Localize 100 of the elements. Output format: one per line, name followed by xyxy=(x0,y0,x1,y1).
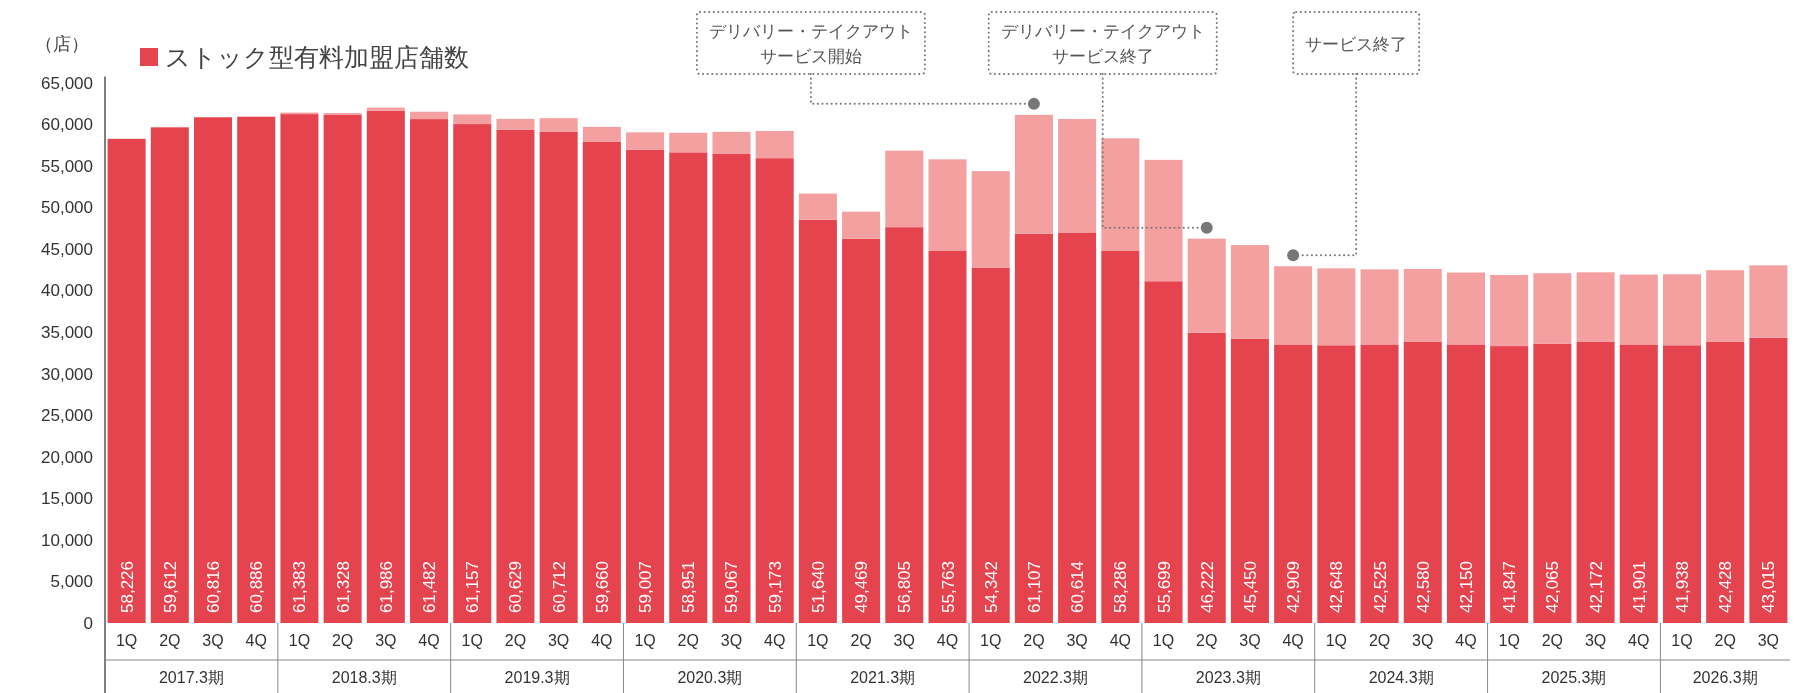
y-tick-label: 65,000 xyxy=(41,73,93,93)
total-label: 54,342 xyxy=(981,561,1001,613)
y-tick-label: 5,000 xyxy=(50,572,93,592)
callout: サービス終了 xyxy=(1287,11,1421,262)
x-tick-label: 4Q xyxy=(418,632,440,649)
text: 2022.3期 xyxy=(1023,669,1088,686)
total-label: 59,007 xyxy=(636,561,656,613)
y-tick-label: 35,000 xyxy=(41,322,93,342)
x-tick-label: 3Q xyxy=(893,632,915,649)
total-label: 42,580 xyxy=(1413,561,1433,613)
x-tick-label: 4Q xyxy=(936,632,959,649)
text: 2024.3期 xyxy=(1368,669,1434,686)
x-tick-label: 1Q xyxy=(1152,632,1175,649)
text: 2019.3期 xyxy=(504,669,570,686)
total-label: 42,428 xyxy=(1716,561,1736,613)
x-tick-label: 3Q xyxy=(1757,632,1780,649)
x-tick-label: 2Q xyxy=(159,632,181,649)
total-label: 55,763 xyxy=(938,561,958,613)
y-tick-label: 55,000 xyxy=(41,156,93,176)
y-tick-label: 45,000 xyxy=(41,239,93,259)
y-tick-label: 40,000 xyxy=(41,281,93,301)
total-label: 56,805 xyxy=(895,561,915,613)
x-tick-label: 4Q xyxy=(764,632,786,649)
x-tick-label: 1Q xyxy=(115,632,138,649)
total-label: 59,660 xyxy=(592,561,612,613)
total-label: 61,328 xyxy=(333,561,353,613)
total-label: 41,938 xyxy=(1672,561,1692,613)
x-tick-label: 2Q xyxy=(850,632,872,649)
x-tick-label: 3Q xyxy=(375,632,397,649)
x-tick-label: 3Q xyxy=(547,632,570,649)
x-tick-label: 1Q xyxy=(461,632,483,649)
total-label: 61,482 xyxy=(420,561,440,613)
total-label: 59,173 xyxy=(765,561,785,613)
x-tick-label: 2Q xyxy=(504,632,527,649)
x-tick-label: 1Q xyxy=(1671,632,1693,649)
total-label: 58,951 xyxy=(679,561,699,613)
total-label: 42,172 xyxy=(1586,561,1606,613)
x-tick-label: 4Q xyxy=(245,632,267,649)
x-tick-label: 1Q xyxy=(807,632,829,649)
x-tick-label: 2Q xyxy=(331,632,354,649)
x-tick-label: 2Q xyxy=(1023,632,1045,649)
total-label: 42,525 xyxy=(1370,561,1390,613)
x-tick-label: 1Q xyxy=(288,632,311,649)
total-label: 41,901 xyxy=(1629,561,1649,613)
x-tick-label: 1Q xyxy=(1498,632,1520,649)
y-tick-label: 15,000 xyxy=(41,489,93,509)
x-tick-label: 4Q xyxy=(1455,632,1477,649)
y-tick-label: 25,000 xyxy=(41,406,93,426)
total-label: 51,640 xyxy=(808,561,828,613)
x-tick-label: 3Q xyxy=(1584,632,1607,649)
text: 2026.3期 xyxy=(1692,669,1758,686)
x-tick-label: 1Q xyxy=(634,632,656,649)
total-label: 43,015 xyxy=(1759,561,1779,613)
callout: デリバリー・テイクアウトサービス終了 xyxy=(987,11,1218,234)
x-tick-label: 2Q xyxy=(1196,632,1218,649)
x-tick-label: 4Q xyxy=(1282,632,1304,649)
x-tick-label: 3Q xyxy=(1239,632,1261,649)
total-label: 45,450 xyxy=(1240,561,1260,613)
x-tick-label: 3Q xyxy=(202,632,224,649)
y-tick-label: 10,000 xyxy=(41,530,93,550)
total-label: 61,383 xyxy=(290,561,310,613)
y-tick-label: 0 xyxy=(83,614,93,633)
x-tick-label: 1Q xyxy=(1325,632,1348,649)
text: 2017.3期 xyxy=(158,669,224,686)
total-label: 49,469 xyxy=(852,561,872,613)
total-label: 58,226 xyxy=(117,561,137,613)
x-tick-label: 2Q xyxy=(1541,632,1564,649)
y-axis-title: （店） xyxy=(35,34,89,54)
x-tick-label: 2Q xyxy=(1368,632,1391,649)
text: 2021.3期 xyxy=(850,669,916,686)
total-label: 60,712 xyxy=(549,561,569,613)
total-label: 41,847 xyxy=(1500,561,1520,613)
total-label: 59,612 xyxy=(160,561,180,613)
total-label: 42,065 xyxy=(1543,561,1563,613)
total-label: 61,107 xyxy=(1024,561,1044,613)
total-label: 46,222 xyxy=(1197,561,1217,613)
x-tick-label: 3Q xyxy=(1412,632,1434,649)
y-tick-label: 20,000 xyxy=(41,447,93,467)
total-label: 61,157 xyxy=(463,561,483,613)
text: 2018.3期 xyxy=(331,669,397,686)
y-tick-label: 50,000 xyxy=(41,198,93,218)
total-label: 60,886 xyxy=(247,561,267,613)
x-tick-label: 3Q xyxy=(1066,632,1088,649)
x-tick-label: 3Q xyxy=(720,632,743,649)
text: 2020.3期 xyxy=(677,669,743,686)
text: 2023.3期 xyxy=(1195,669,1261,686)
x-tick-label: 4Q xyxy=(1628,632,1650,649)
text: 2025.3期 xyxy=(1541,669,1607,686)
legend-label: ストック型有料加盟店舗数 xyxy=(165,43,469,71)
y-tick-label: 30,000 xyxy=(41,364,93,384)
x-tick-label: 2Q xyxy=(1714,632,1736,649)
total-label: 59,067 xyxy=(722,561,742,613)
total-label: 60,816 xyxy=(204,561,224,613)
total-label: 42,150 xyxy=(1456,561,1476,613)
y-tick-label: 60,000 xyxy=(41,115,93,135)
total-label: 58,286 xyxy=(1111,561,1131,613)
x-tick-label: 4Q xyxy=(591,632,613,649)
x-tick-label: 2Q xyxy=(677,632,699,649)
x-tick-label: 1Q xyxy=(980,632,1002,649)
total-label: 42,648 xyxy=(1327,561,1347,613)
